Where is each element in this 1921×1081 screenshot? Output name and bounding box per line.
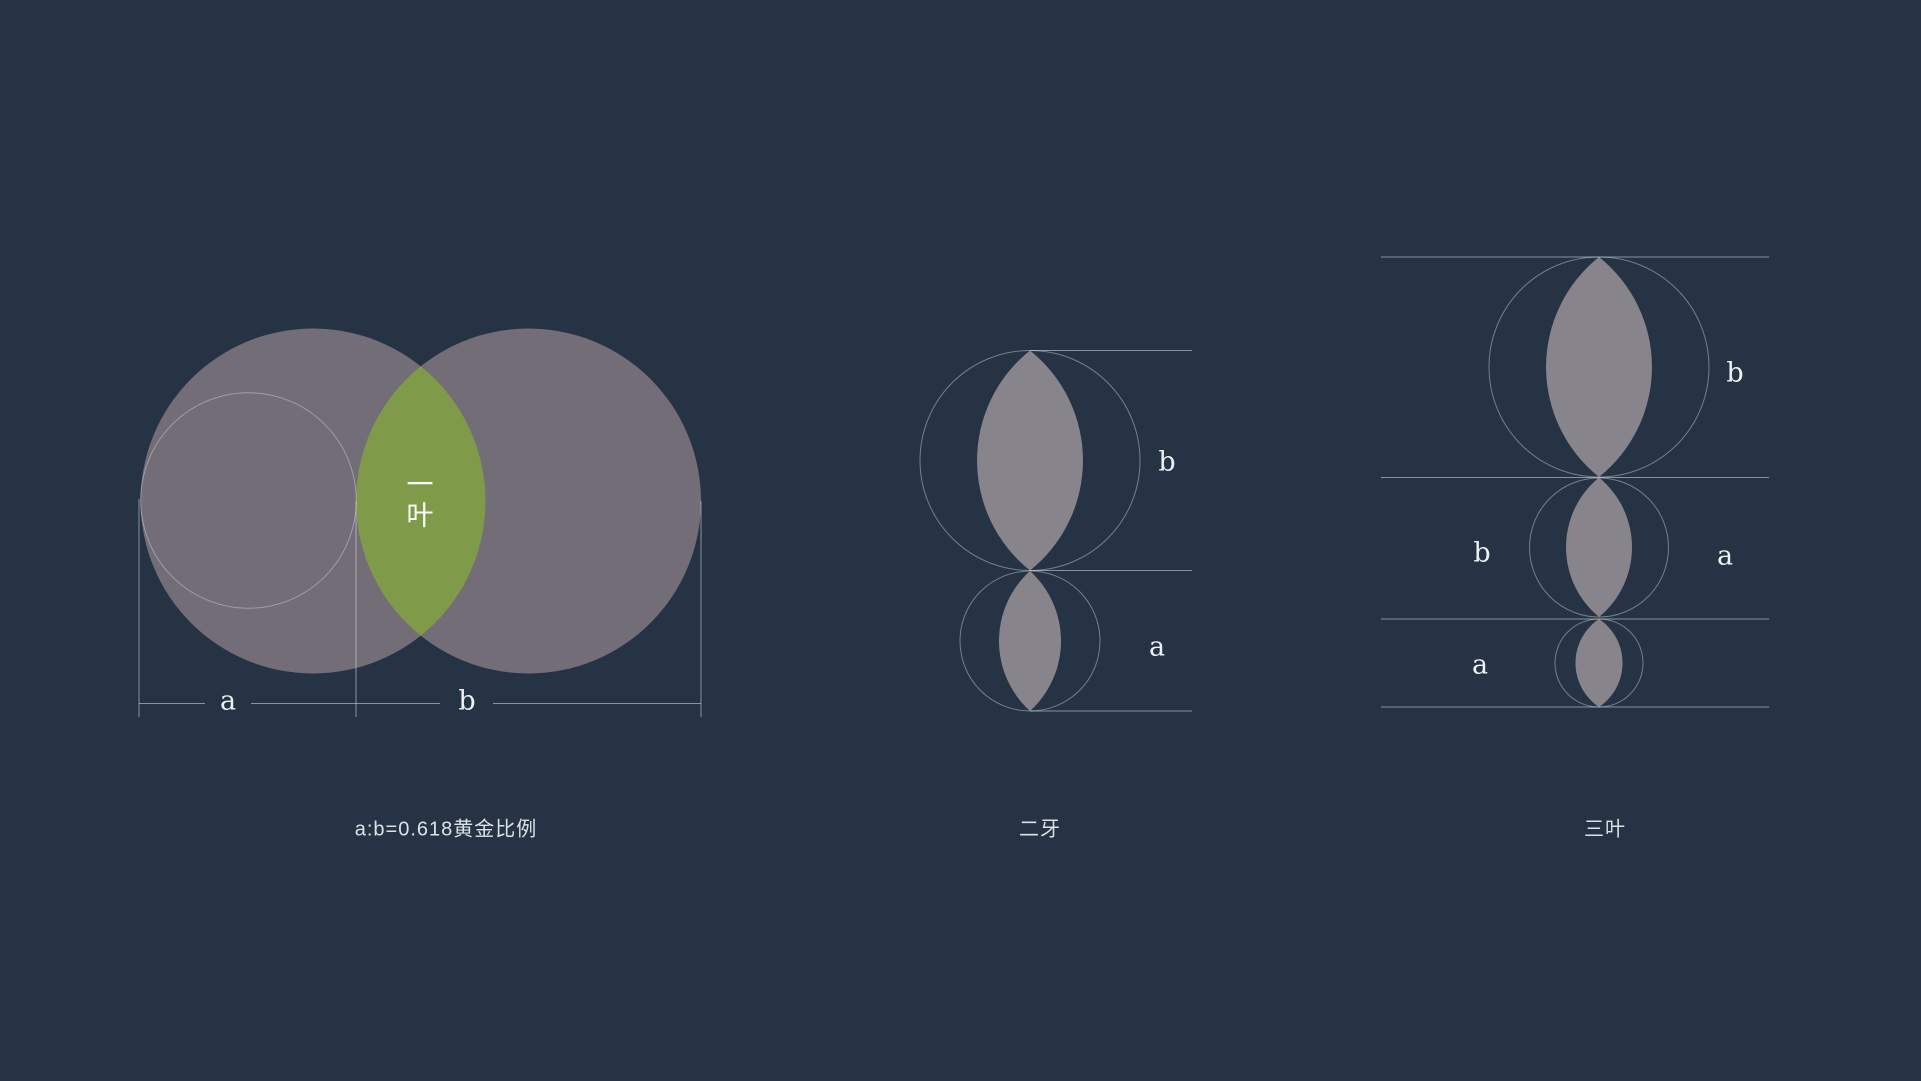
dim-label-b: b — [458, 685, 476, 717]
three-leaves-label-mid-right-a: a — [1716, 540, 1734, 572]
three-leaves-leaf-bottom — [1575, 619, 1623, 707]
three-leaves-label-mid-left-b: b — [1473, 537, 1491, 569]
two-buds-panel — [919, 350, 1192, 712]
one-leaf-vesica — [356, 366, 486, 636]
dim-label-a: a — [219, 685, 237, 717]
one-leaf-char-1: 一 — [406, 470, 436, 501]
one-leaf-char-2: 叶 — [406, 501, 436, 532]
three-leaves-leaf-middle — [1565, 477, 1633, 617]
three-leaves-leaf-top — [1546, 257, 1652, 477]
one-leaf-vesica-text: 一 叶 — [407, 470, 436, 532]
two-buds-leaf-a — [998, 571, 1062, 711]
three-leaves-label-bottom-a: a — [1471, 649, 1489, 681]
one-leaf-caption: a:b=0.618黄金比例 — [354, 818, 538, 841]
one-leaf-guide-circle — [140, 392, 357, 609]
three-leaves-panel — [1381, 256, 1769, 708]
two-buds-leaf-b — [977, 350, 1083, 571]
one-leaf-panel — [138, 328, 702, 717]
two-buds-label-a: a — [1148, 631, 1166, 663]
two-buds-caption: 二牙 — [1019, 818, 1061, 841]
two-buds-label-b: b — [1158, 446, 1176, 478]
three-leaves-label-top-b: b — [1726, 357, 1744, 389]
three-leaves-caption: 三叶 — [1584, 818, 1626, 841]
